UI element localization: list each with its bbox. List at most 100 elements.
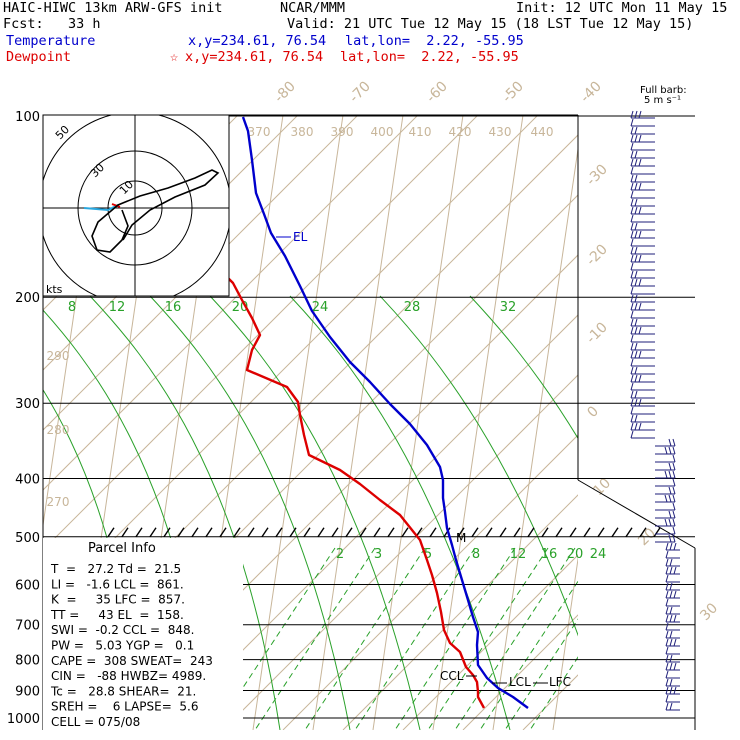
wind-barb bbox=[630, 318, 655, 327]
level-marker bbox=[653, 527, 661, 538]
level-marker bbox=[233, 527, 241, 538]
barb-legend-units: 5 m s⁻¹ bbox=[644, 95, 681, 106]
moist-adiabat-line bbox=[379, 295, 578, 637]
wind-barb bbox=[630, 262, 655, 271]
wind-barb bbox=[630, 302, 655, 311]
wind-barb bbox=[630, 310, 655, 319]
level-marker bbox=[639, 527, 647, 538]
mixing-ratio-label: 20 bbox=[567, 547, 584, 562]
mixing-ratio-label: 8 bbox=[472, 547, 480, 562]
wind-barb bbox=[630, 326, 655, 335]
mixing-ratio-line bbox=[354, 547, 476, 730]
wind-barb bbox=[665, 550, 680, 559]
theta-label: 370 bbox=[248, 125, 271, 139]
lfc-label: LFC bbox=[549, 675, 571, 689]
wind-barb bbox=[630, 134, 655, 143]
dewpoint-latlon: lat,lon= 2.22, -55.95 bbox=[340, 49, 519, 65]
wind-barb bbox=[665, 630, 680, 639]
dry-adiabat-line bbox=[492, 145, 578, 730]
temperature-legend: Temperature bbox=[6, 33, 96, 49]
wind-barb bbox=[630, 118, 655, 127]
wind-barb bbox=[630, 294, 655, 303]
wind-barb bbox=[665, 614, 680, 623]
isotherm-line bbox=[282, 434, 578, 730]
parcel-info-title: Parcel Info bbox=[88, 541, 156, 556]
mixing-ratio-line bbox=[529, 656, 578, 730]
level-marker bbox=[401, 527, 409, 538]
wind-barb bbox=[655, 478, 676, 487]
wind-barb bbox=[655, 462, 676, 471]
wind-barb bbox=[665, 662, 680, 671]
isotherm-line bbox=[162, 314, 578, 730]
parcel-info-row: Tc = 28.8 SHEAR= 21. bbox=[50, 684, 196, 698]
wind-barb bbox=[630, 430, 655, 439]
wind-barb bbox=[630, 206, 655, 215]
mixing-ratio-line bbox=[504, 618, 578, 730]
dewpoint-legend: Dewpoint bbox=[6, 49, 72, 65]
level-marker bbox=[583, 527, 591, 538]
wind-barb bbox=[630, 390, 655, 399]
wind-barb bbox=[630, 150, 655, 159]
mixing-ratio-line bbox=[479, 580, 578, 730]
dry-adiabat-line bbox=[613, 115, 703, 730]
wind-barb bbox=[630, 270, 655, 279]
parcel-info-row: LI = -1.6 LCL = 861. bbox=[51, 577, 184, 591]
isotherm-label: -10 bbox=[583, 319, 610, 346]
wind-barb bbox=[630, 222, 655, 231]
wind-barb bbox=[655, 510, 676, 519]
theta-label: 270 bbox=[47, 495, 70, 509]
mixing-ratio-label: 2 bbox=[336, 547, 344, 562]
parcel-info-bg bbox=[43, 538, 243, 730]
level-marker bbox=[359, 527, 367, 538]
level-marker bbox=[457, 527, 465, 538]
header: HAIC-HIWC 13km ARW-GFS init NCAR/MMM Ini… bbox=[0, 0, 740, 70]
hodograph-trace-mid bbox=[111, 203, 121, 208]
moist-adiabat-line bbox=[89, 295, 281, 730]
init-time: Init: 12 UTC Mon 11 May 15 bbox=[516, 0, 728, 16]
parcel-info-row: SREH = 6 LAPSE= 5.6 bbox=[51, 700, 199, 714]
mixing-ratio-label: 3 bbox=[374, 547, 382, 562]
wind-barb bbox=[630, 246, 655, 255]
moist-adiabat-label: 12 bbox=[109, 300, 126, 315]
dry-adiabat-line bbox=[673, 115, 740, 730]
parcel-info-row: CELL = 075/08 bbox=[51, 715, 140, 729]
pressure-tick-label: 700 bbox=[15, 619, 40, 634]
level-marker bbox=[345, 527, 353, 538]
mixed-level-label: M bbox=[456, 531, 466, 545]
level-marker bbox=[261, 527, 269, 538]
temperature-xy: x,y=234.61, 76.54 bbox=[188, 33, 327, 49]
hodograph-trace bbox=[91, 169, 220, 253]
theta-label: 440 bbox=[531, 125, 554, 139]
isotherm-line bbox=[402, 554, 578, 730]
level-marker bbox=[107, 527, 115, 538]
isotherm-line bbox=[703, 115, 740, 730]
mixing-ratio-line bbox=[304, 547, 426, 730]
wind-barb bbox=[630, 342, 655, 351]
wind-barb bbox=[630, 358, 655, 367]
wind-barb bbox=[665, 670, 680, 679]
wind-barb bbox=[665, 678, 680, 687]
isotherm-line bbox=[583, 115, 740, 730]
dry-adiabat-line bbox=[312, 115, 404, 730]
isotherm-label: -40 bbox=[577, 78, 604, 105]
wind-barb bbox=[665, 566, 680, 575]
hodograph-units: kts bbox=[46, 283, 63, 296]
level-marker bbox=[149, 527, 157, 538]
wind-barb bbox=[630, 254, 655, 263]
level-marker bbox=[121, 527, 129, 538]
pressure-tick-label: 300 bbox=[15, 397, 40, 412]
wind-barb bbox=[630, 350, 655, 359]
isotherm-label: 0 bbox=[584, 403, 602, 421]
wind-barb bbox=[630, 382, 655, 391]
level-marker bbox=[191, 527, 199, 538]
wind-barb bbox=[630, 414, 655, 423]
level-marker bbox=[331, 527, 339, 538]
theta-label: 390 bbox=[331, 125, 354, 139]
wind-barb bbox=[655, 470, 676, 479]
wind-barb bbox=[665, 686, 680, 695]
wind-barb bbox=[630, 158, 655, 167]
wind-barb bbox=[630, 230, 655, 239]
pressure-tick-label: 400 bbox=[15, 472, 40, 487]
moist-adiabat-label: 24 bbox=[312, 300, 329, 315]
